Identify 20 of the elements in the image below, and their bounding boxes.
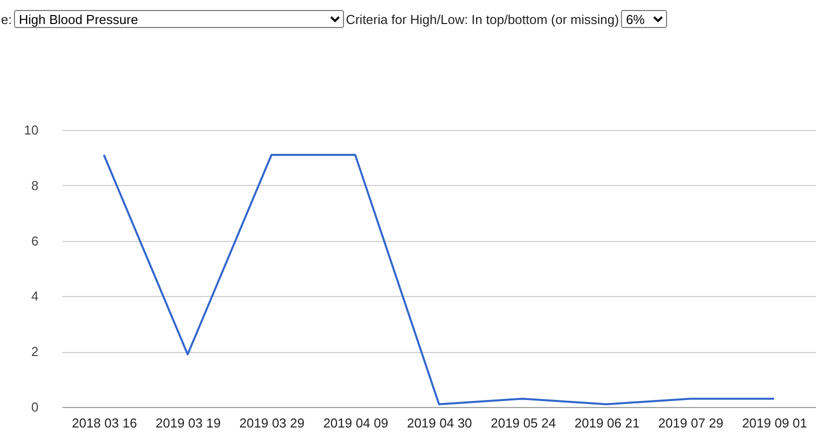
x-tick-label: 2019 03 19	[156, 416, 221, 430]
text: e:	[1, 12, 12, 26]
y-tick-label: 2	[31, 344, 38, 360]
text: Criteria for High/Low: In top/bottom (or missing)	[346, 12, 619, 26]
x-tick-label: 2019 04 30	[406, 416, 472, 430]
x-tick-label: 2019 03 29	[239, 416, 304, 430]
dropdown-field: 6%	[620, 10, 667, 28]
dropdown-field: High Blood Pressure	[14, 10, 344, 28]
y-tick-label: 8	[31, 178, 38, 193]
y-tick-label: 6	[31, 233, 38, 248]
x-tick-label: 2018 03 16	[72, 416, 137, 430]
y-tick-label: 0	[31, 400, 38, 414]
y-tick-label: 4	[31, 288, 38, 304]
x-tick-label: 2019 04 09	[323, 416, 388, 430]
x-tick-label: 2019 05 24	[490, 416, 556, 430]
x-tick-label: 2019 07 29	[658, 416, 724, 430]
x-tick-label: 2019 06 21	[574, 416, 640, 430]
x-tick-label: 2019 09 01	[742, 416, 808, 430]
y-tick-label: 10	[24, 122, 38, 138]
line-series	[102, 154, 776, 406]
